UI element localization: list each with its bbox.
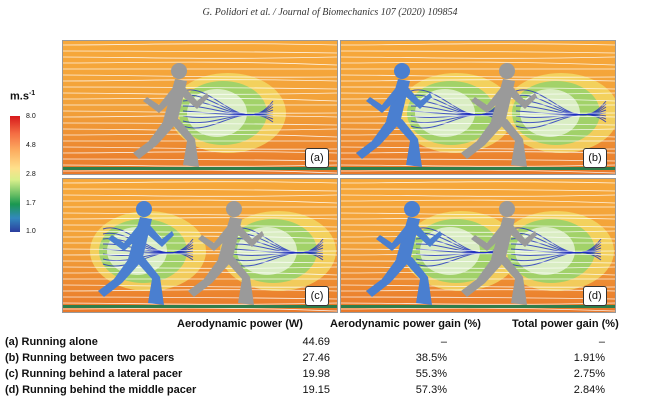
colorbar xyxy=(10,116,20,232)
colorbar-unit: m.s-1 xyxy=(10,90,36,103)
pacer-figure xyxy=(98,201,174,305)
table-row: (a) Running alone 44.69 – – xyxy=(5,336,605,348)
colorbar-tick: 4.8 xyxy=(26,142,36,149)
ground-line xyxy=(341,167,615,170)
flow-panel-d: (d) xyxy=(340,178,616,313)
ground-line xyxy=(63,167,337,170)
flow-panel-c: (c) xyxy=(62,178,338,313)
flow-panel-a: (a) xyxy=(62,40,338,175)
ground-line xyxy=(63,305,337,308)
runner-figure xyxy=(461,201,537,305)
column-header: Total power gain (%) xyxy=(512,318,619,330)
streamlines xyxy=(63,181,337,312)
streamlines xyxy=(341,43,615,174)
column-header: Aerodynamic power gain (%) xyxy=(330,318,481,330)
table-row: (b) Running between two pacers 27.46 38.… xyxy=(5,352,605,364)
flow-panel-b: (b) xyxy=(340,40,616,175)
runner-figure xyxy=(133,63,209,167)
colorbar-tick: 1.0 xyxy=(26,228,36,235)
wake-region xyxy=(90,211,206,291)
panel-label: (d) xyxy=(583,286,607,306)
colorbar-tick: 2.8 xyxy=(26,171,36,178)
table-row: (d) Running behind the middle pacer 19.1… xyxy=(5,384,605,396)
streamlines xyxy=(341,181,615,312)
table-row: (c) Running behind a lateral pacer 19.98… xyxy=(5,368,605,380)
ground-line xyxy=(341,305,615,308)
colorbar-tick: 8.0 xyxy=(26,113,36,120)
journal-header: G. Polidori et al. / Journal of Biomecha… xyxy=(202,7,458,18)
panel-label: (b) xyxy=(583,148,607,168)
colorbar-tick: 1.7 xyxy=(26,200,36,207)
pacer-figure xyxy=(356,63,432,167)
runner-figure xyxy=(188,201,264,305)
column-header: Aerodynamic power (W) xyxy=(177,318,303,330)
panel-label: (a) xyxy=(305,148,329,168)
panel-label: (c) xyxy=(305,286,329,306)
runner-figure xyxy=(461,63,537,167)
pacer-figure xyxy=(366,201,442,305)
